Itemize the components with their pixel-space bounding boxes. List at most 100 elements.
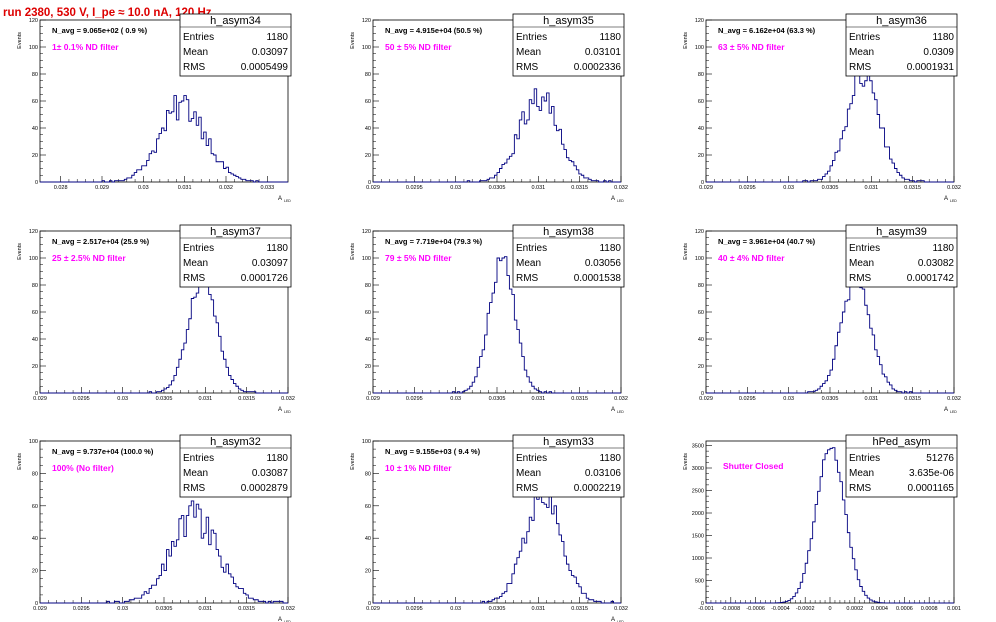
stat-box: h_asym34 Entries 1180 Mean 0.03097 RMS 0.00054… (179, 13, 292, 77)
histogram-series (40, 271, 288, 394)
x-tick-label: 0.0295 (739, 396, 756, 402)
x-tick-label: 0.0295 (406, 396, 423, 402)
stat-label-mean: Mean (183, 468, 208, 479)
y-tick-label: 80 (365, 283, 371, 289)
x-tick-label: 0.03 (450, 606, 461, 612)
x-tick-label: 0.0004 (871, 606, 888, 612)
y-tick-label: 2500 (692, 489, 704, 495)
histogram-panel-h_asym33: 0 20 40 60 80 100 0.029 0.0295 0.03 0.0305 0.031 0.… (350, 434, 628, 622)
stat-label-entries: Entries (183, 243, 214, 254)
stat-label-mean: Mean (849, 47, 874, 58)
stat-label-entries: Entries (849, 243, 880, 254)
histogram-panel-h_asym32: 0 20 40 60 80 100 0.029 0.0295 0.03 0.0305 0.031 0.… (17, 434, 295, 622)
y-axis-label: Events (350, 453, 356, 470)
x-tick-label: 0.032 (281, 606, 295, 612)
x-tick-label: 0.0315 (571, 396, 588, 402)
stat-label-entries: Entries (183, 32, 214, 43)
y-tick-label: 120 (29, 229, 38, 235)
x-tick-label: 0.03 (117, 396, 128, 402)
filter-label: 100% (No filter) (52, 463, 114, 473)
y-tick-label: 100 (29, 439, 38, 445)
x-tick-label: 0.0305 (822, 396, 839, 402)
x-tick-label: 0.033 (260, 185, 274, 191)
stat-box: h_asym32 Entries 1180 Mean 0.03087 RMS 0.00028… (179, 434, 292, 498)
navg-label: N_avg = 6.162e+04 (63.3 %) (718, 26, 816, 35)
stat-value-rms: 0.0001931 (907, 62, 955, 73)
stat-value-entries: 1180 (599, 243, 621, 254)
stat-box: h_asym38 Entries 1180 Mean 0.03056 RMS 0.00015… (512, 224, 625, 288)
histogram-panel-h_asym36: 0 20 40 60 80 100 120 0.029 0.0295 0.03 0.0305 0.03… (683, 13, 961, 203)
x-axis-label-sub: LED (284, 410, 291, 414)
x-tick-label: 0.0008 (921, 606, 938, 612)
y-tick-label: 80 (32, 471, 38, 477)
y-tick-label: 1000 (692, 556, 704, 562)
navg-label: N_avg = 7.719e+04 (79.3 %) (385, 237, 483, 246)
x-tick-label: 0.03 (450, 396, 461, 402)
x-axis-label-sub: LED (950, 410, 957, 414)
x-tick-label: 0.0305 (489, 606, 506, 612)
stat-label-mean: Mean (183, 47, 208, 58)
histogram-series (373, 485, 621, 604)
y-tick-label: 2000 (692, 511, 704, 517)
stat-label-mean: Mean (183, 258, 208, 269)
filter-label: 79 ± 5% ND filter (385, 253, 452, 263)
x-tick-label: 0.0305 (156, 396, 173, 402)
y-tick-label: 40 (698, 337, 704, 343)
x-tick-label: 0.0315 (238, 606, 255, 612)
stat-value-mean: 3.635e-06 (909, 468, 954, 479)
filter-label: 1± 0.1% ND filter (52, 42, 119, 52)
x-tick-label: 0.029 (699, 185, 713, 191)
y-tick-label: 0 (368, 391, 371, 397)
y-tick-label: 60 (698, 310, 704, 316)
y-tick-label: 20 (698, 153, 704, 159)
stat-box-frame (512, 224, 625, 288)
stat-label-rms: RMS (849, 273, 872, 284)
histogram-panel-h_asym37: 0 20 40 60 80 100 120 0.029 0.0295 0.03 0.0305 0.03… (17, 224, 295, 414)
x-tick-label: 0.03 (783, 185, 794, 191)
y-axis-label: Events (350, 32, 356, 49)
stat-value-mean: 0.0309 (923, 47, 954, 58)
y-tick-label: 60 (32, 504, 38, 510)
x-axis-label-sub: LED (950, 199, 957, 203)
histogram-panel-hPed_asym: 0 500 1000 1500 2000 2500 3000 3500 -0.001 -0.000… (683, 434, 961, 612)
y-tick-label: 80 (365, 72, 371, 78)
stat-box-frame (512, 13, 625, 77)
x-tick-label: 0.0315 (571, 185, 588, 191)
stat-value-entries: 1180 (266, 32, 288, 43)
stat-label-rms: RMS (516, 273, 539, 284)
x-tick-label: 0.029 (699, 396, 713, 402)
y-axis-label: Events (683, 32, 689, 49)
x-tick-label: 0.001 (947, 606, 961, 612)
x-axis-label: A (611, 196, 615, 202)
navg-label: N_avg = 3.961e+04 (40.7 %) (718, 237, 816, 246)
x-tick-label: 0.032 (947, 185, 961, 191)
histogram-series (40, 500, 288, 604)
x-axis-label: A (611, 407, 615, 413)
x-axis-label: A (944, 407, 948, 413)
y-tick-label: 120 (695, 18, 704, 24)
y-tick-label: 120 (362, 18, 371, 24)
x-axis-label: A (278, 407, 282, 413)
x-tick-label: 0.028 (54, 185, 68, 191)
y-tick-label: 100 (362, 256, 371, 262)
y-tick-label: 0 (35, 601, 38, 607)
stat-label-rms: RMS (183, 483, 206, 494)
navg-label: N_avg = 9.737e+04 (100.0 %) (52, 447, 154, 456)
x-tick-label: -0.0004 (771, 606, 790, 612)
x-tick-label: 0.0305 (822, 185, 839, 191)
histogram-series (373, 256, 621, 394)
histogram-name: h_asym36 (876, 15, 927, 27)
x-tick-label: 0.031 (178, 185, 192, 191)
x-tick-label: 0.0315 (904, 185, 921, 191)
histogram-series (706, 267, 954, 394)
stat-value-mean: 0.03087 (252, 468, 289, 479)
x-tick-label: 0.031 (531, 606, 545, 612)
stat-box: hPed_asym Entries 51276 Mean 3.635e-06 RMS 0.0… (845, 434, 958, 498)
stat-label-rms: RMS (183, 273, 206, 284)
y-tick-label: 20 (698, 364, 704, 370)
stat-value-entries: 51276 (926, 453, 954, 464)
stat-box-frame (179, 13, 292, 77)
stat-label-rms: RMS (516, 483, 539, 494)
y-tick-label: 60 (365, 504, 371, 510)
